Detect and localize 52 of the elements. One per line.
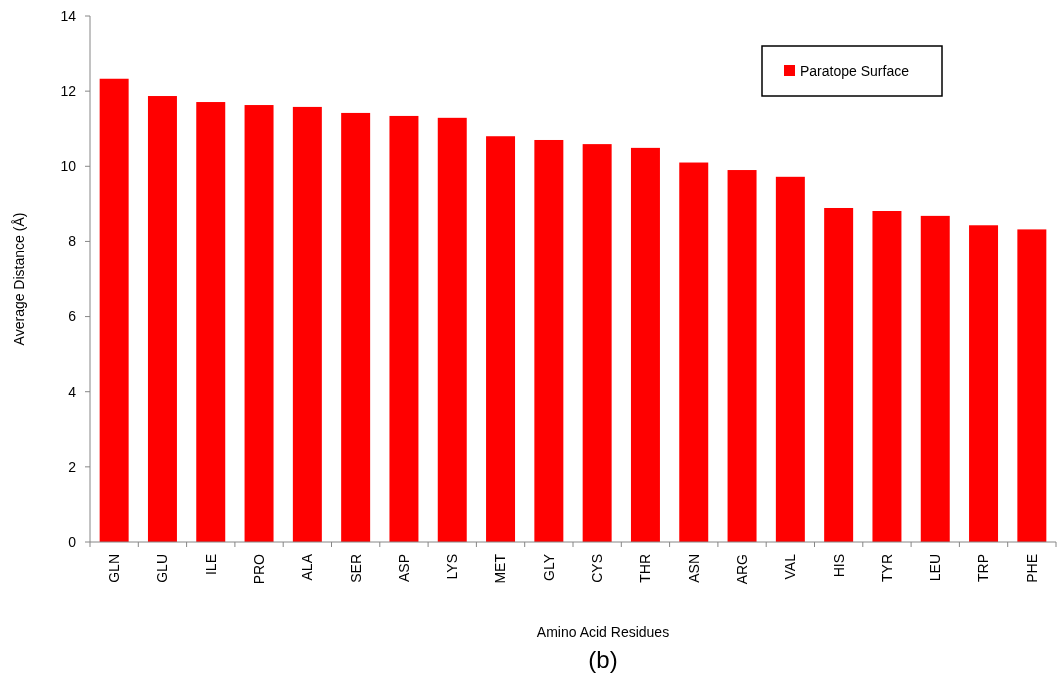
y-tick-label: 8	[68, 233, 77, 250]
x-tick-label: PHE	[1023, 554, 1040, 583]
x-tick-label: HIS	[830, 554, 847, 578]
x-tick-label: GLY	[540, 553, 557, 581]
x-axis-title: Amino Acid Residues	[536, 624, 670, 640]
bar	[920, 215, 950, 542]
legend-label: Paratope Surface	[800, 62, 910, 79]
y-tick-label: 10	[60, 158, 77, 175]
x-tick-label: CYS	[589, 554, 606, 583]
x-tick-label: GLU	[154, 554, 171, 583]
text: (b)	[588, 646, 618, 673]
bar	[872, 211, 902, 542]
bar	[99, 78, 129, 542]
bar	[147, 96, 177, 542]
y-tick-label: 12	[60, 83, 77, 100]
bar	[437, 117, 467, 542]
bar	[775, 176, 805, 542]
x-tick-label: VAL	[782, 553, 799, 580]
y-tick-label: 2	[68, 458, 77, 475]
y-tick-label: 4	[68, 383, 77, 400]
x-tick-label: LEU	[927, 554, 944, 582]
bar	[534, 139, 564, 542]
bar	[341, 112, 371, 542]
bar	[630, 147, 660, 542]
x-tick-label: SER	[347, 554, 364, 583]
y-tick-label: 14	[60, 7, 77, 24]
x-tick-label: ASN	[685, 554, 702, 583]
x-tick-label: TRP	[975, 554, 992, 582]
bar	[824, 207, 854, 542]
y-tick-label: 6	[68, 308, 77, 325]
bar	[582, 144, 612, 542]
bar	[1017, 229, 1047, 542]
x-tick-label: TYR	[878, 554, 895, 582]
x-tick-label: ILE	[202, 554, 219, 576]
x-tick-label: GLN	[106, 554, 123, 583]
y-tick-label: 0	[68, 533, 77, 550]
x-tick-label: ALA	[299, 553, 316, 581]
bar	[679, 162, 709, 542]
bar	[727, 170, 757, 542]
y-axis-title: Average Distance (Å)	[11, 212, 27, 346]
bar	[244, 105, 274, 542]
x-tick-label: ARG	[733, 554, 750, 585]
bar	[389, 115, 419, 542]
x-tick-label: MET	[492, 553, 509, 584]
x-tick-label: ASP	[395, 554, 412, 583]
bar	[486, 136, 516, 542]
x-tick-label: LYS	[444, 554, 461, 580]
bar	[196, 102, 226, 542]
x-tick-label: THR	[637, 554, 654, 583]
bar	[292, 106, 322, 542]
bar	[969, 225, 999, 542]
x-tick-label: PRO	[250, 553, 267, 585]
